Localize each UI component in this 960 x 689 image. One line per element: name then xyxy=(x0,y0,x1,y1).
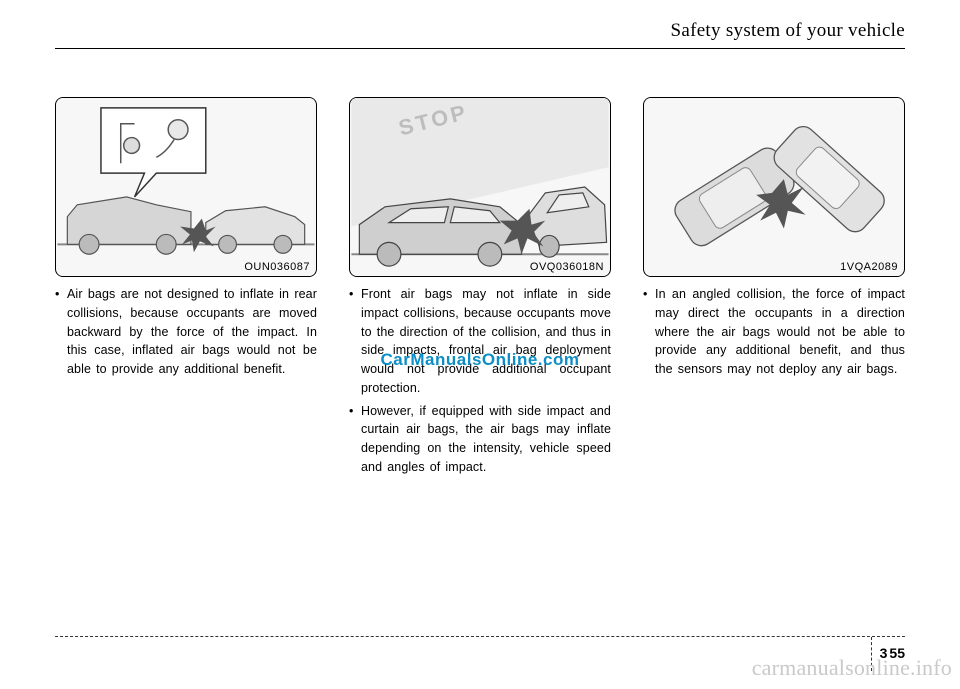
figure-id: 1VQA2089 xyxy=(840,261,898,273)
bullet-item: In an angled collision, the force of imp… xyxy=(643,285,905,379)
bullet-list: Front air bags may not inflate in side i… xyxy=(349,285,611,481)
chapter-number: 3 xyxy=(880,645,888,661)
figure-rear-collision: OUN036087 xyxy=(55,97,317,277)
bullet-list: In an angled collision, the force of imp… xyxy=(643,285,905,383)
figure-angled-collision: 1VQA2089 xyxy=(643,97,905,277)
column-2: STOP xyxy=(349,97,611,481)
side-collision-illustration: STOP xyxy=(350,98,610,276)
manual-page: Safety system of your vehicle xyxy=(0,0,960,689)
content-columns: OUN036087 Air bags are not designed to i… xyxy=(55,97,905,481)
section-title: Safety system of your vehicle xyxy=(55,20,905,42)
page-header: Safety system of your vehicle xyxy=(55,20,905,49)
figure-id: OVQ036018N xyxy=(530,261,604,273)
footer-rule xyxy=(55,636,905,637)
column-3: 1VQA2089 In an angled collision, the for… xyxy=(643,97,905,481)
bullet-item: Front air bags may not inflate in side i… xyxy=(349,285,611,398)
figure-side-collision: STOP xyxy=(349,97,611,277)
rear-collision-illustration xyxy=(56,98,316,276)
page-num: 55 xyxy=(889,645,905,661)
footer-vdash xyxy=(871,637,872,671)
bullet-item: Air bags are not designed to inflate in … xyxy=(55,285,317,379)
angled-collision-illustration xyxy=(644,98,904,276)
bullet-list: Air bags are not designed to inflate in … xyxy=(55,285,317,383)
bullet-item: However, if equipped with side impact an… xyxy=(349,402,611,477)
column-1: OUN036087 Air bags are not designed to i… xyxy=(55,97,317,481)
watermark-bottom: carmanualsonline.info xyxy=(752,655,952,681)
figure-id: OUN036087 xyxy=(244,261,310,273)
page-number: 355 xyxy=(880,645,905,661)
